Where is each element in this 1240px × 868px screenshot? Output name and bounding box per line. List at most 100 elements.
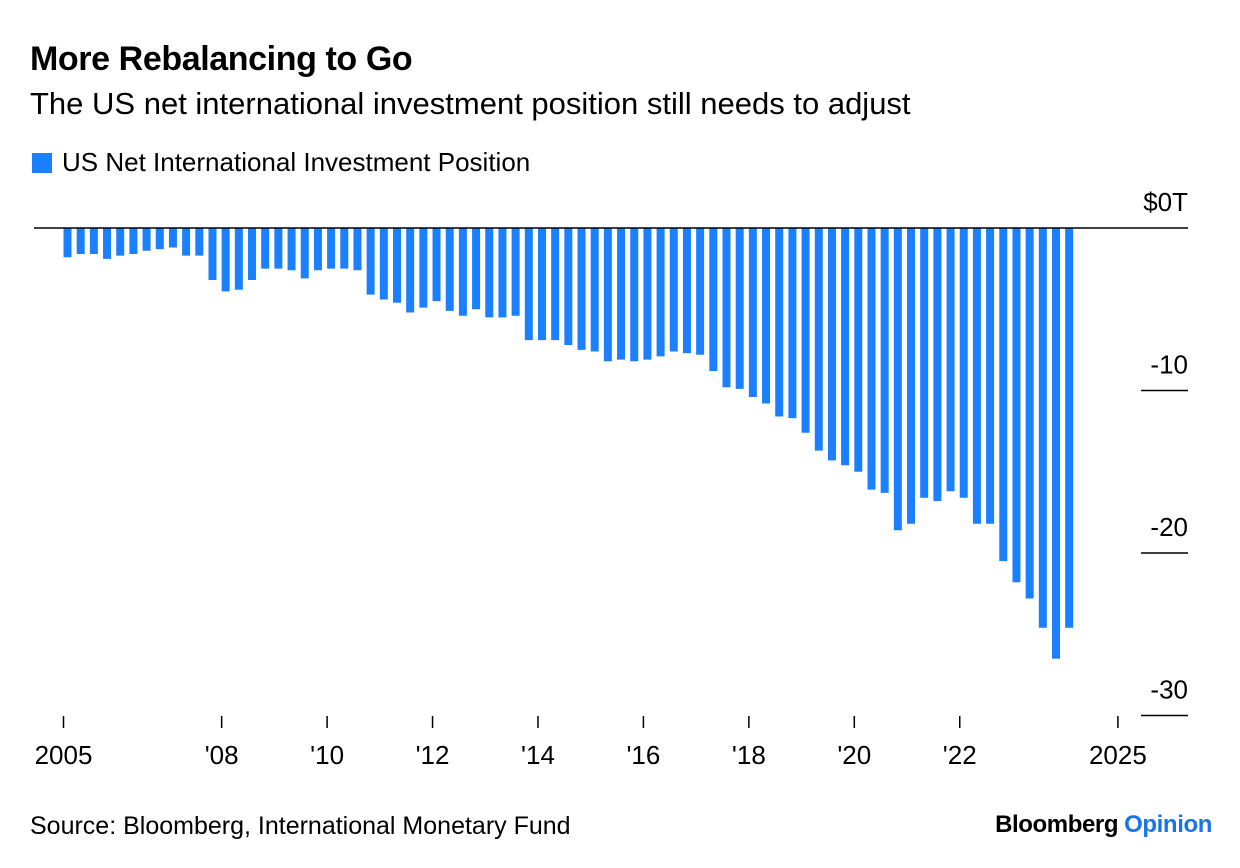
x-tick-label: '08 <box>205 740 239 770</box>
bar <box>656 228 665 357</box>
bar <box>234 228 243 290</box>
bar <box>617 228 626 360</box>
bar <box>590 228 599 352</box>
bar <box>261 228 270 269</box>
bar <box>854 228 863 472</box>
bar <box>327 228 336 269</box>
bar <box>709 228 718 371</box>
bar <box>103 228 112 259</box>
bar <box>168 228 177 248</box>
y-tick-label: -30 <box>1150 675 1188 705</box>
y-tick-label: -10 <box>1150 350 1188 380</box>
bar <box>393 228 401 303</box>
x-tick-label: '18 <box>732 740 766 770</box>
bar <box>1052 228 1060 659</box>
x-tick-label: '12 <box>416 740 450 770</box>
bar <box>406 228 415 313</box>
bar <box>722 228 731 388</box>
bar <box>129 228 138 254</box>
bar <box>221 228 230 292</box>
bar <box>1065 228 1074 628</box>
source-note: Source: Bloomberg, International Monetar… <box>30 812 571 840</box>
bar <box>907 228 916 524</box>
bar <box>669 228 678 352</box>
bar <box>300 228 309 279</box>
bar <box>643 228 652 360</box>
bar <box>340 228 349 269</box>
bar-series <box>63 228 1074 659</box>
bar <box>379 228 388 300</box>
bar <box>366 228 375 295</box>
bar <box>248 228 257 280</box>
bar <box>142 228 151 251</box>
x-tick-label: '16 <box>626 740 660 770</box>
bar <box>1038 228 1047 628</box>
bar <box>577 228 586 350</box>
bar <box>696 228 705 355</box>
bar <box>630 228 639 362</box>
x-tick-label: '10 <box>310 740 344 770</box>
brand-name: Bloomberg <box>995 811 1119 838</box>
bar <box>498 228 507 318</box>
bar <box>735 228 744 389</box>
bar <box>116 228 125 256</box>
bar <box>182 228 191 256</box>
chart-area: $0T -10 -20 -30 2005 '08 '10 '12 '14 '16 '18 '20 '2… <box>34 187 1188 770</box>
bar <box>1025 228 1034 599</box>
bar <box>775 228 784 417</box>
bar <box>485 228 494 318</box>
bar <box>603 228 612 362</box>
legend-label: US Net International Investment Position <box>62 147 531 177</box>
bar <box>432 228 441 302</box>
brand-section: Opinion <box>1124 811 1212 838</box>
brand-logo: Bloomberg Opinion <box>995 811 1212 839</box>
bar <box>748 228 757 397</box>
bar <box>537 228 546 341</box>
x-axis: 2005 '08 '10 '12 '14 '16 '18 '20 '22 2025 <box>35 716 1147 770</box>
bar <box>788 228 797 419</box>
bar <box>959 228 968 498</box>
bar <box>827 228 836 461</box>
bar <box>933 228 942 501</box>
bar <box>287 228 296 271</box>
bar <box>814 228 823 451</box>
x-tick-label: 2005 <box>35 740 93 770</box>
y-tick-label: $0T <box>1143 187 1188 217</box>
bar <box>762 228 771 404</box>
legend: US Net International Investment Position <box>32 147 530 178</box>
bar <box>551 228 560 341</box>
bar <box>89 228 98 254</box>
bar <box>946 228 955 492</box>
bar <box>564 228 573 345</box>
bar <box>841 228 850 466</box>
bar <box>195 228 204 256</box>
y-tick-label: -20 <box>1150 512 1188 542</box>
bar <box>893 228 902 531</box>
bar <box>155 228 164 250</box>
chart-title: More Rebalancing to Go <box>30 40 413 78</box>
bar <box>511 228 520 316</box>
bar <box>274 228 283 269</box>
bar <box>1012 228 1021 583</box>
bar <box>419 228 428 308</box>
bar <box>986 228 995 524</box>
bar <box>208 228 217 280</box>
bar <box>353 228 362 271</box>
bar <box>920 228 929 498</box>
x-tick-label: 2025 <box>1089 740 1147 770</box>
chart-subtitle: The US net international investment posi… <box>30 86 911 121</box>
bar <box>801 228 810 433</box>
y-axis: $0T -10 -20 -30 <box>1141 187 1188 717</box>
bar <box>880 228 889 493</box>
bar <box>76 228 85 254</box>
bar <box>682 228 691 354</box>
bar <box>867 228 876 490</box>
x-tick-label: '22 <box>943 740 977 770</box>
bar <box>999 228 1008 562</box>
bar <box>472 228 481 310</box>
x-tick-label: '20 <box>837 740 871 770</box>
bar <box>524 228 533 341</box>
bar <box>445 228 454 311</box>
legend-swatch <box>32 152 52 173</box>
bar <box>63 228 72 258</box>
